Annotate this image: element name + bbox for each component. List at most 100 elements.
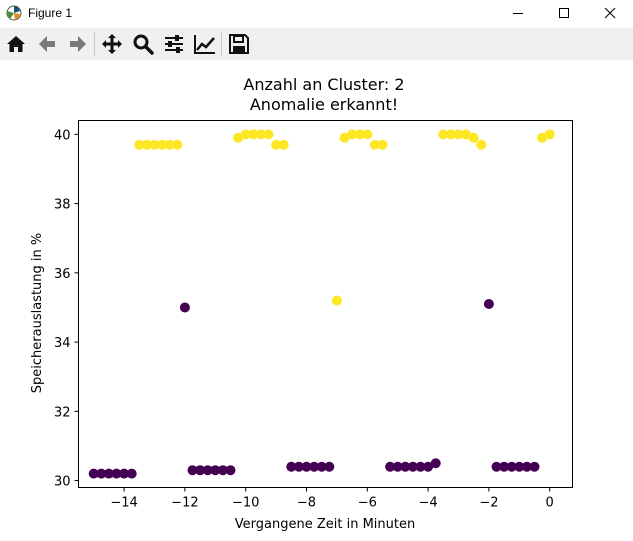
data-point	[316, 461, 327, 472]
arrow-right-icon	[69, 36, 86, 52]
x-tick-label: −4	[419, 496, 438, 511]
data-point	[369, 139, 380, 150]
data-point	[453, 129, 464, 140]
y-tick-label: 34	[54, 336, 71, 351]
data-point	[111, 468, 122, 479]
data-point	[134, 139, 145, 150]
data-point	[271, 139, 282, 150]
home-button[interactable]	[0, 29, 31, 59]
scatter-chart: Anzahl an Cluster: 2 Anomalie erkannt! −…	[30, 75, 573, 532]
matplotlib-logo-icon	[6, 5, 22, 21]
x-tick-label: 0	[546, 496, 554, 511]
data-point	[461, 129, 472, 140]
data-point	[141, 139, 152, 150]
arrow-left-icon	[38, 36, 55, 52]
figure-canvas[interactable]: Anzahl an Cluster: 2 Anomalie erkannt! −…	[0, 60, 633, 537]
data-point	[506, 461, 517, 472]
data-point	[248, 129, 259, 140]
data-point	[225, 465, 236, 476]
data-point	[445, 129, 456, 140]
minimize-icon	[513, 13, 523, 14]
data-point	[423, 461, 434, 472]
toolbar-separator	[221, 32, 222, 56]
data-point	[172, 139, 183, 150]
navigation-toolbar	[0, 28, 633, 60]
toolbar-separator	[94, 32, 95, 56]
y-tick-label: 36	[54, 267, 71, 282]
data-point	[521, 461, 532, 472]
data-point	[385, 461, 396, 472]
floppy-disk-icon	[228, 34, 249, 54]
data-point	[103, 468, 114, 479]
data-point	[331, 295, 342, 306]
line-chart-icon	[193, 35, 215, 54]
forward-button[interactable]	[62, 29, 93, 59]
x-tick-label: −2	[479, 496, 498, 511]
data-point	[339, 132, 350, 143]
data-point	[354, 129, 365, 140]
data-point	[476, 139, 487, 150]
plot-frame	[78, 120, 573, 488]
data-point	[217, 465, 228, 476]
data-points	[88, 129, 555, 479]
data-point	[187, 465, 198, 476]
data-point	[438, 129, 449, 140]
data-point	[179, 302, 190, 313]
y-tick-label: 30	[54, 475, 71, 490]
data-point	[392, 461, 403, 472]
data-point	[195, 465, 206, 476]
subplots-button[interactable]	[158, 29, 189, 59]
x-tick-label: −8	[297, 496, 316, 511]
data-point	[362, 129, 373, 140]
data-point	[278, 139, 289, 150]
minimize-button[interactable]	[495, 0, 541, 26]
y-axis-label: Speicherauslastung in %	[30, 233, 45, 393]
data-point	[88, 468, 99, 479]
y-tick-label: 40	[54, 128, 71, 143]
data-point	[544, 129, 555, 140]
edit-axis-button[interactable]	[189, 29, 220, 59]
data-point	[286, 461, 297, 472]
data-point	[309, 461, 320, 472]
y-tick-label: 32	[54, 405, 71, 420]
data-point	[491, 461, 502, 472]
magnifier-icon	[133, 34, 154, 55]
x-tick-label: −10	[232, 496, 259, 511]
x-axis: −14 −12 −10 −8 −6 −4 −2 0	[110, 487, 554, 511]
data-point	[483, 299, 494, 309]
y-tick-label: 38	[54, 198, 71, 213]
maximize-icon	[559, 8, 569, 18]
data-point	[514, 461, 525, 472]
save-button[interactable]	[223, 29, 254, 59]
data-point	[263, 129, 274, 140]
data-point	[537, 132, 548, 143]
y-axis: 30 32 34 36 38 40	[54, 128, 79, 490]
maximize-button[interactable]	[541, 0, 587, 26]
data-point	[324, 461, 335, 472]
data-point	[119, 468, 130, 479]
zoom-button[interactable]	[127, 29, 158, 59]
data-point	[400, 461, 411, 472]
pan-button[interactable]	[96, 29, 127, 59]
move-icon	[101, 34, 122, 54]
window-titlebar: Figure 1	[0, 0, 633, 26]
data-point	[430, 458, 441, 469]
data-point	[210, 465, 221, 476]
x-tick-label: −6	[358, 496, 377, 511]
close-icon	[604, 7, 616, 19]
close-button[interactable]	[587, 0, 633, 26]
data-point	[96, 468, 107, 479]
data-point	[377, 139, 388, 150]
data-point	[255, 129, 266, 140]
data-point	[407, 461, 418, 472]
data-point	[149, 139, 160, 150]
x-tick-label: −12	[171, 496, 198, 511]
back-button[interactable]	[31, 29, 62, 59]
chart-title-line-1: Anzahl an Cluster: 2	[243, 75, 404, 94]
data-point	[202, 465, 213, 476]
x-tick-label: −14	[110, 496, 137, 511]
sliders-icon	[164, 35, 183, 53]
home-icon	[6, 36, 25, 52]
chart-title-line-2: Anomalie erkannt!	[250, 95, 398, 114]
data-point	[347, 129, 358, 140]
